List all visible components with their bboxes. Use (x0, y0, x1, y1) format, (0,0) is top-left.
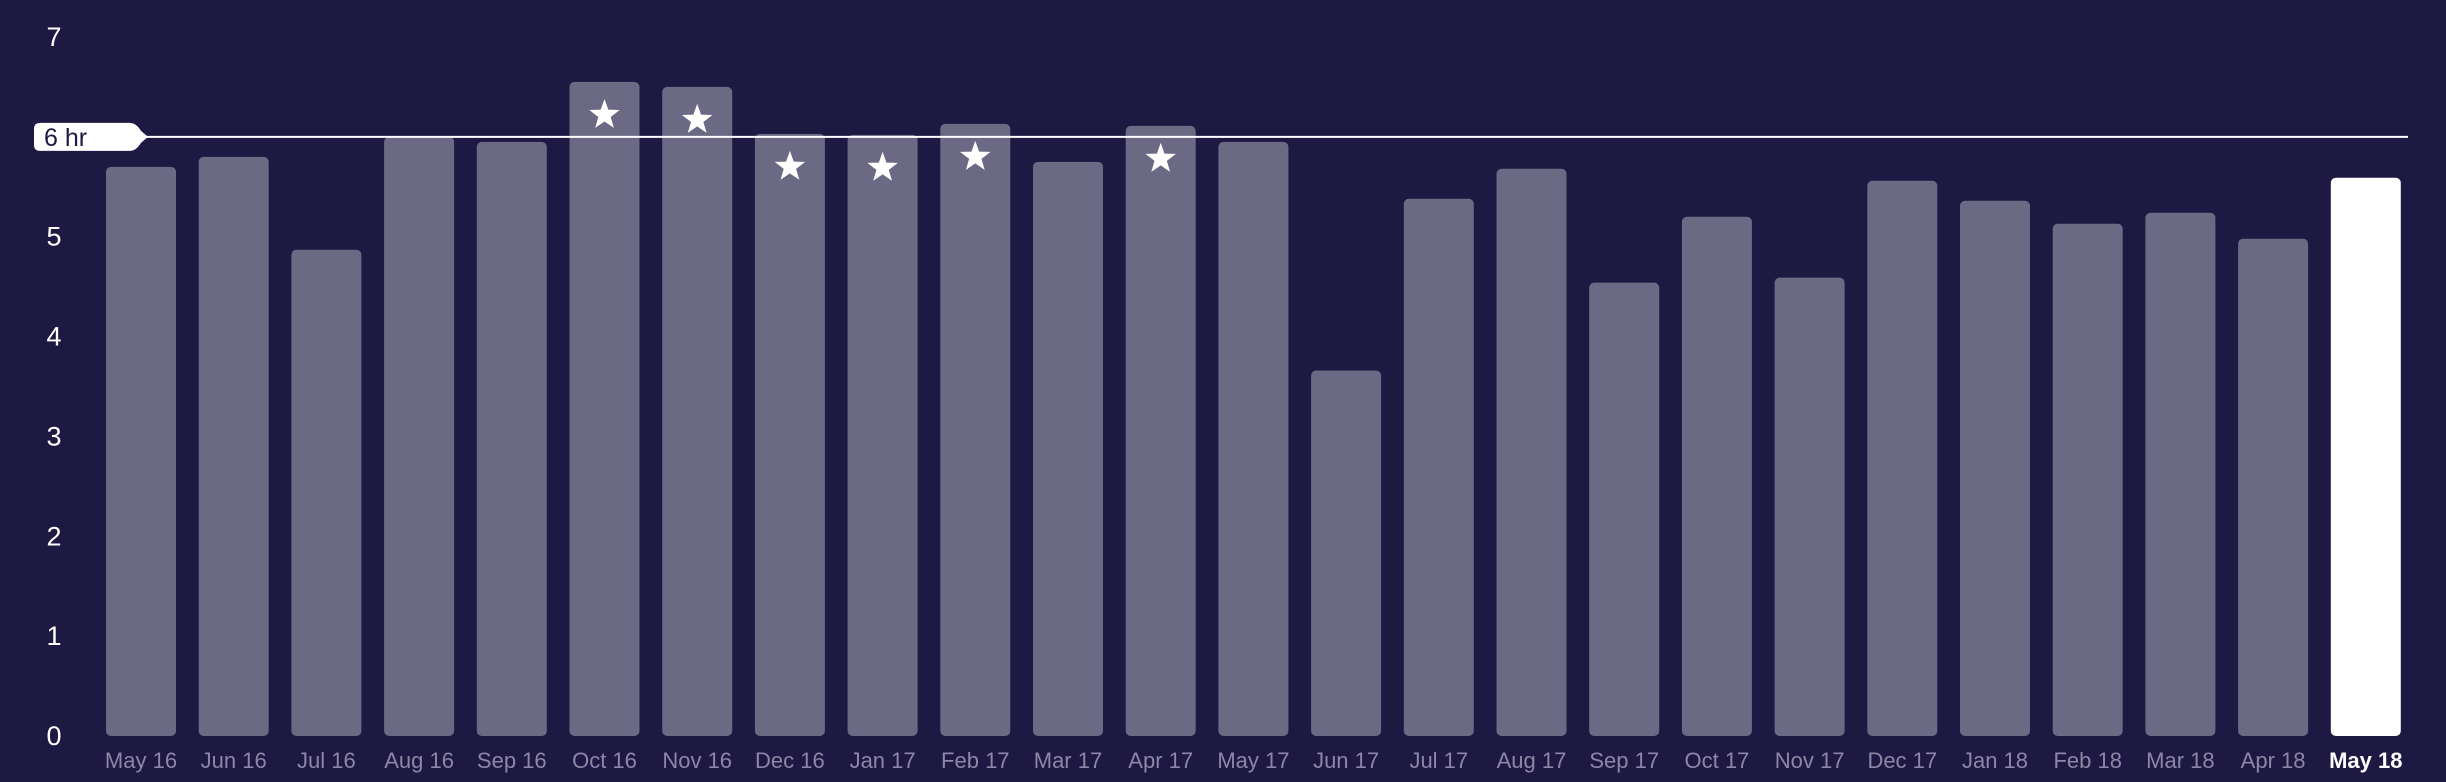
bars (106, 81, 2401, 737)
bar (2238, 238, 2309, 736)
y-tick-label: 0 (46, 721, 61, 751)
bar (1311, 370, 1382, 736)
star-icon (589, 98, 620, 128)
bar (384, 136, 455, 736)
y-tick-label: 4 (46, 322, 61, 352)
x-tick-label: Mar 18 (2146, 748, 2214, 773)
x-tick-label: Aug 17 (1497, 748, 1567, 773)
star-markers (589, 98, 1176, 181)
bar (1960, 200, 2030, 736)
bar (106, 166, 176, 737)
x-tick-label: Mar 17 (1034, 748, 1102, 773)
bar (1403, 198, 1474, 737)
y-tick-label: 1 (46, 621, 61, 651)
star-icon (681, 103, 713, 133)
bar (1125, 125, 1196, 736)
x-axis: May 16 Jun 16 Jul 16 Aug 16 Sep 16 Oct 16 Nov … (105, 748, 2403, 773)
x-tick-label: Aug 16 (384, 748, 454, 773)
y-tick-label: 5 (46, 222, 61, 252)
bar (1681, 216, 1752, 736)
star-icon (867, 151, 898, 181)
x-tick-label: Jun 17 (1313, 748, 1379, 773)
x-tick-label: Oct 17 (1684, 748, 1749, 773)
x-tick-label: Sep 16 (477, 748, 547, 773)
goal-label: 6 hr (44, 124, 87, 152)
x-tick-label: Feb 17 (941, 748, 1010, 773)
x-tick-label: Feb 18 (2053, 748, 2122, 773)
bar (569, 81, 640, 736)
star-icon (774, 150, 806, 180)
goal-marker: 6 hr (34, 122, 2408, 152)
bar (754, 133, 825, 736)
x-tick-label: Nov 17 (1775, 748, 1845, 773)
star-icon (960, 140, 991, 170)
bar (2052, 223, 2123, 737)
bar (1589, 282, 1660, 736)
bar (198, 156, 269, 737)
bar (940, 123, 1011, 736)
y-tick-label: 2 (46, 521, 61, 551)
x-tick-label: Dec 16 (755, 748, 825, 773)
bar (1867, 180, 1938, 736)
y-tick-label: 7 (46, 22, 61, 52)
bar (2330, 177, 2401, 736)
x-tick-label: Apr 18 (2241, 748, 2306, 773)
x-tick-label: Sep 17 (1589, 748, 1659, 773)
star-icon (1145, 142, 1176, 172)
bar (662, 86, 733, 736)
x-tick-label: Dec 17 (1867, 748, 1937, 773)
x-tick-label: May 16 (105, 748, 177, 773)
bar (2145, 212, 2216, 737)
x-tick-label: Jan 17 (850, 748, 916, 773)
x-tick-label: Nov 16 (662, 748, 732, 773)
x-tick-label: Jul 16 (297, 748, 356, 773)
y-axis: 0 1 2 3 4 5 7 (46, 22, 61, 751)
bar (1496, 168, 1567, 737)
x-tick-label: Jun 16 (201, 748, 267, 773)
goal-tag (34, 122, 148, 151)
x-tick-label: Oct 16 (572, 748, 637, 773)
y-tick-label: 3 (46, 421, 61, 451)
bar (1033, 161, 1103, 737)
x-tick-label: Jan 18 (1962, 748, 2028, 773)
x-tick-label: May 18 (2329, 748, 2402, 773)
x-tick-label: Apr 17 (1128, 748, 1193, 773)
x-tick-label: May 17 (1217, 748, 1289, 773)
bar (1218, 141, 1289, 737)
bar (847, 134, 918, 737)
x-tick-label: Jul 17 (1409, 748, 1468, 773)
bar (291, 249, 362, 736)
bar (476, 141, 547, 737)
bar (1774, 277, 1845, 736)
